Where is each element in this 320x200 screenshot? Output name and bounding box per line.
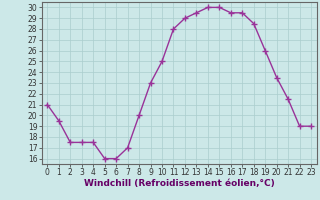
X-axis label: Windchill (Refroidissement éolien,°C): Windchill (Refroidissement éolien,°C) [84,179,275,188]
